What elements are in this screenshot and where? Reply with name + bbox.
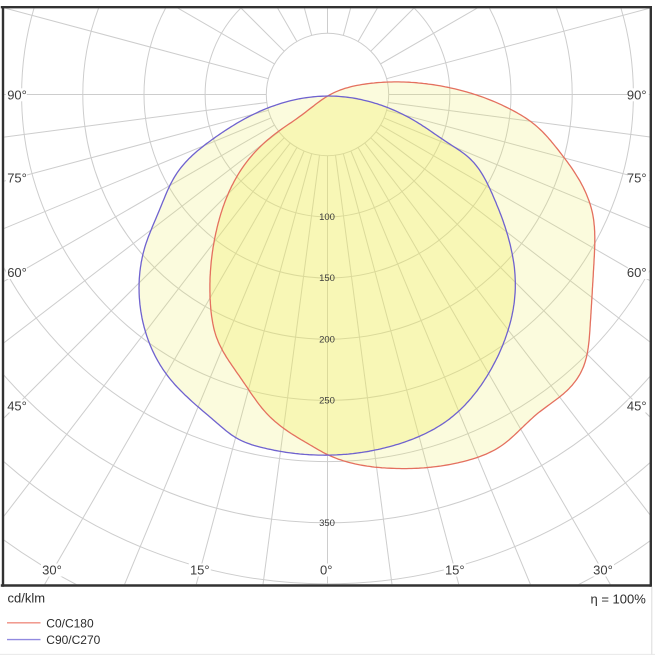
svg-text:0°: 0° [320, 563, 332, 578]
svg-text:75°: 75° [7, 171, 27, 186]
svg-text:90°: 90° [627, 87, 647, 102]
svg-text:η = 100%: η = 100% [591, 592, 647, 607]
svg-text:30°: 30° [42, 563, 62, 578]
svg-text:C90/C270: C90/C270 [46, 633, 100, 647]
svg-text:60°: 60° [627, 265, 647, 280]
svg-text:45°: 45° [7, 399, 27, 414]
svg-text:90°: 90° [7, 87, 27, 102]
svg-text:cd/klm: cd/klm [8, 591, 46, 606]
svg-text:75°: 75° [627, 171, 647, 186]
svg-text:250: 250 [319, 396, 335, 407]
svg-text:150: 150 [319, 273, 335, 284]
svg-text:45°: 45° [627, 399, 647, 414]
svg-text:60°: 60° [7, 265, 27, 280]
svg-text:30°: 30° [593, 563, 613, 578]
svg-text:350: 350 [319, 518, 335, 529]
svg-text:15°: 15° [190, 563, 210, 578]
svg-text:100: 100 [319, 212, 335, 223]
svg-text:200: 200 [319, 334, 335, 345]
svg-text:15°: 15° [445, 563, 465, 578]
svg-text:C0/C180: C0/C180 [46, 616, 94, 630]
